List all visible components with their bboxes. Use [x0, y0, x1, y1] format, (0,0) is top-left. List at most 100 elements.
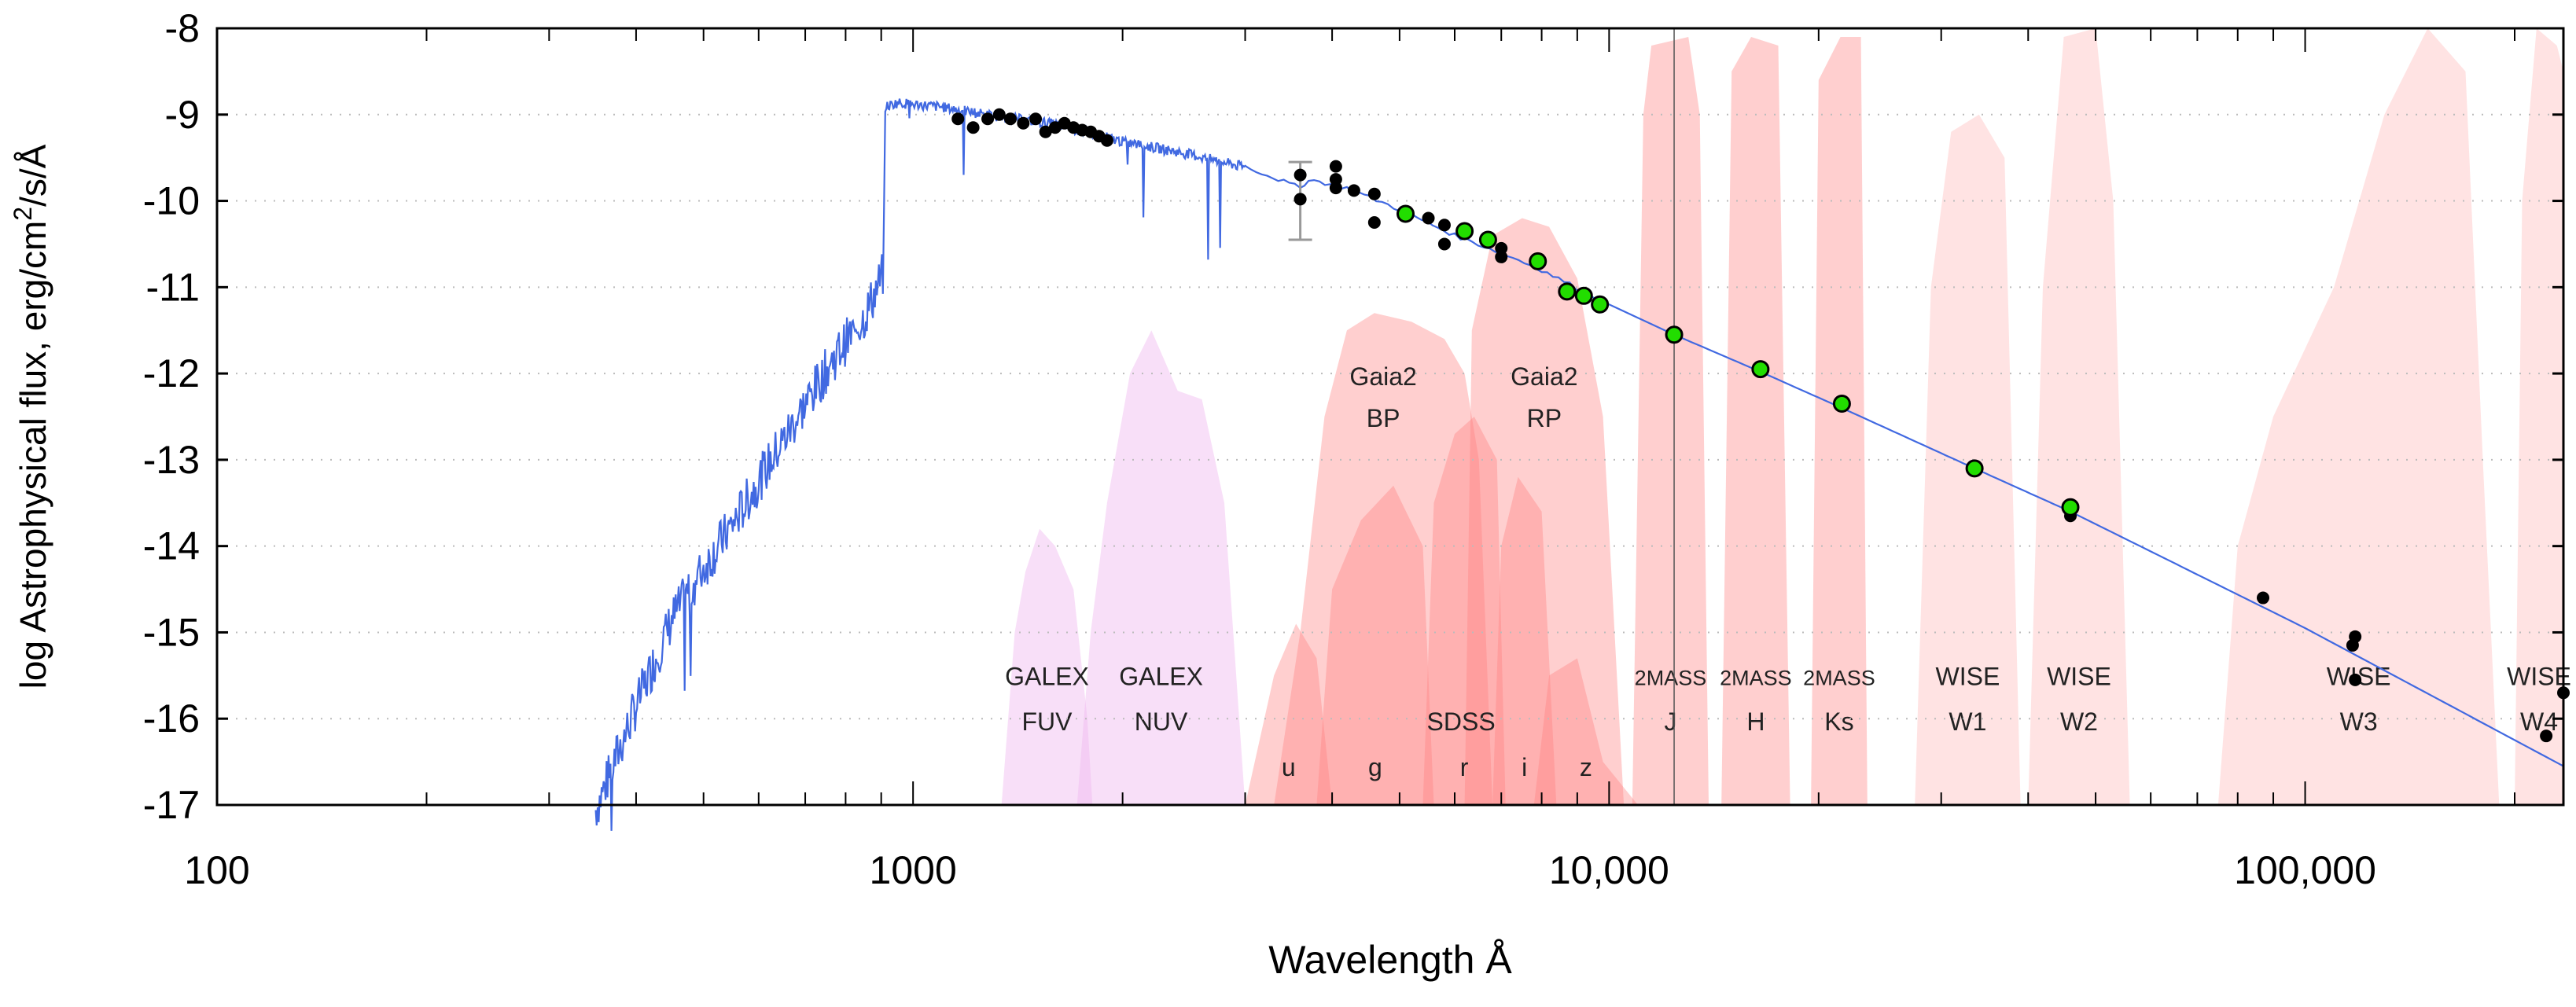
filter-band-gaia2-bp — [1274, 313, 1493, 805]
photometry-point-green — [1832, 395, 1851, 413]
y-tick-label: -10 — [143, 179, 200, 223]
x-tick-label: 100,000 — [2234, 848, 2376, 892]
photometry-point — [1329, 182, 1342, 195]
filter-label-line2: FUV — [1021, 707, 1073, 736]
filter-band-wise-w4 — [2515, 28, 2563, 805]
plot-frame — [215, 27, 2565, 807]
photometry-point — [2540, 730, 2553, 743]
photometry-point-green — [1529, 252, 1547, 270]
photometry-point — [966, 121, 980, 134]
filter-label-line1: 2MASS — [1635, 666, 1707, 689]
y-tick-label: -8 — [165, 6, 200, 50]
filter-band-wise-w2 — [2028, 28, 2130, 805]
filter-band-galex-nuv — [1076, 330, 1246, 805]
y-tick-label: -11 — [145, 265, 200, 309]
filter-label-line2: r — [1460, 753, 1469, 781]
y-tick-label: -16 — [143, 696, 200, 741]
y-tick-label: -17 — [143, 783, 200, 827]
photometry-point-green — [1455, 222, 1474, 241]
filter-label-line2: W3 — [2340, 707, 2378, 736]
filter-band-wise-w1 — [1915, 114, 2021, 806]
y-tick-label: -15 — [143, 610, 200, 654]
y-tick-label: -14 — [143, 524, 200, 568]
x-tick-label: 10,000 — [1549, 848, 1669, 892]
filter-label-line2: W1 — [1949, 707, 1986, 736]
axes: -8 -9 -10 -11 -12 -13 -14 -15 -16 -17 100 1000 10,00… — [143, 6, 2565, 892]
y-tick-label: -9 — [165, 93, 200, 137]
photometry-point — [1017, 116, 1030, 130]
photometry-point-green — [1591, 295, 1610, 314]
filter-label-line2: z — [1580, 753, 1592, 781]
photometry-point-green — [1665, 325, 1684, 344]
photometry-point — [992, 108, 1006, 121]
filter-label-line1: 2MASS — [1720, 666, 1792, 689]
filter-band-galex-fuv — [1001, 528, 1093, 805]
filter-label-line1: WISE — [2507, 662, 2571, 690]
photometry-point-green — [1965, 459, 1984, 478]
filter-label-line2: W4 — [2520, 707, 2558, 736]
filter-label-line1: WISE — [1936, 662, 2000, 690]
y-tick-label: -12 — [143, 351, 200, 395]
filter-label-line1: WISE — [2047, 662, 2111, 690]
photometry-point — [1039, 125, 1052, 138]
filter-band-sdss-r — [1422, 417, 1506, 805]
filter-band-sdss-u — [1245, 623, 1333, 805]
photometry-point — [1422, 211, 1435, 225]
filter-label-line1: GALEX — [1005, 662, 1089, 690]
filter-label-line2: J — [1664, 707, 1676, 736]
y-axis-label: log Astrophysical flux, erg/cm2/s/Å — [9, 144, 53, 689]
photometry-point — [1495, 241, 1508, 255]
photometry-point — [951, 112, 965, 126]
filter-band-sdss-z — [1533, 658, 1638, 805]
photometry-point — [1437, 219, 1451, 232]
photometry-point — [2349, 673, 2362, 686]
x-tick-label: 1000 — [870, 848, 957, 892]
photometry-point — [1495, 250, 1508, 263]
filter-label-line2: H — [1746, 707, 1765, 736]
x-axis-label: Wavelength Å — [1268, 938, 1512, 982]
photometry-point-green — [1397, 204, 1415, 223]
photometry-point — [1329, 160, 1342, 173]
filter-band-sdss-i — [1492, 476, 1557, 805]
filter-band-2mass-h — [1721, 37, 1790, 805]
photometry-point — [2346, 638, 2359, 652]
filter-label-line1: SDSS — [1427, 707, 1496, 736]
filter-label-line1: Gaia2 — [1349, 362, 1416, 391]
photometry-point-green — [1478, 230, 1497, 249]
filter-label-line2: Ks — [1824, 707, 1853, 736]
filter-band-2mass-ks — [1811, 37, 1868, 805]
photometry-point — [1367, 216, 1381, 229]
filter-band-2mass-j — [1632, 37, 1709, 805]
photometry-point — [1294, 193, 1307, 206]
photometry-point — [1100, 134, 1113, 147]
filter-labels: GALEX FUV GALEX NUV Gaia2 BP Gaia2 RP u g SDSS r i z 2… — [1005, 362, 2571, 781]
filter-label-line1: Gaia2 — [1511, 362, 1577, 391]
filter-label-line2: BP — [1367, 404, 1400, 432]
photometry-point — [1294, 168, 1307, 182]
photometry-point — [1347, 184, 1360, 197]
filter-band-sdss-g — [1316, 485, 1434, 805]
filter-label-line2: g — [1368, 753, 1382, 781]
photometry-point — [1029, 112, 1043, 126]
photometry-point — [1367, 187, 1381, 200]
filter-band-wise-w3 — [2217, 28, 2500, 805]
x-tick-label: 100 — [184, 848, 249, 892]
filter-band-gaia2-rp — [1464, 218, 1625, 805]
photometry-point-green — [1574, 286, 1593, 305]
filter-label-line1: GALEX — [1119, 662, 1203, 690]
filter-label-line2: NUV — [1135, 707, 1188, 736]
photometry-point-green — [2061, 498, 2080, 516]
photometry-point — [1003, 112, 1017, 126]
photometry-point — [981, 112, 995, 126]
photometry-points — [951, 108, 2570, 743]
filter-label-line2: W2 — [2060, 707, 2098, 736]
filter-label-line2: RP — [1527, 404, 1562, 432]
filter-bands — [1001, 28, 2563, 806]
photometry-point-green — [1558, 282, 1577, 301]
filter-label-line2: i — [1522, 753, 1527, 781]
filter-label-line1: 2MASS — [1803, 666, 1875, 689]
photometry-point — [2257, 591, 2270, 605]
filter-label-line2: u — [1282, 753, 1296, 781]
photometry-point — [1437, 237, 1451, 251]
